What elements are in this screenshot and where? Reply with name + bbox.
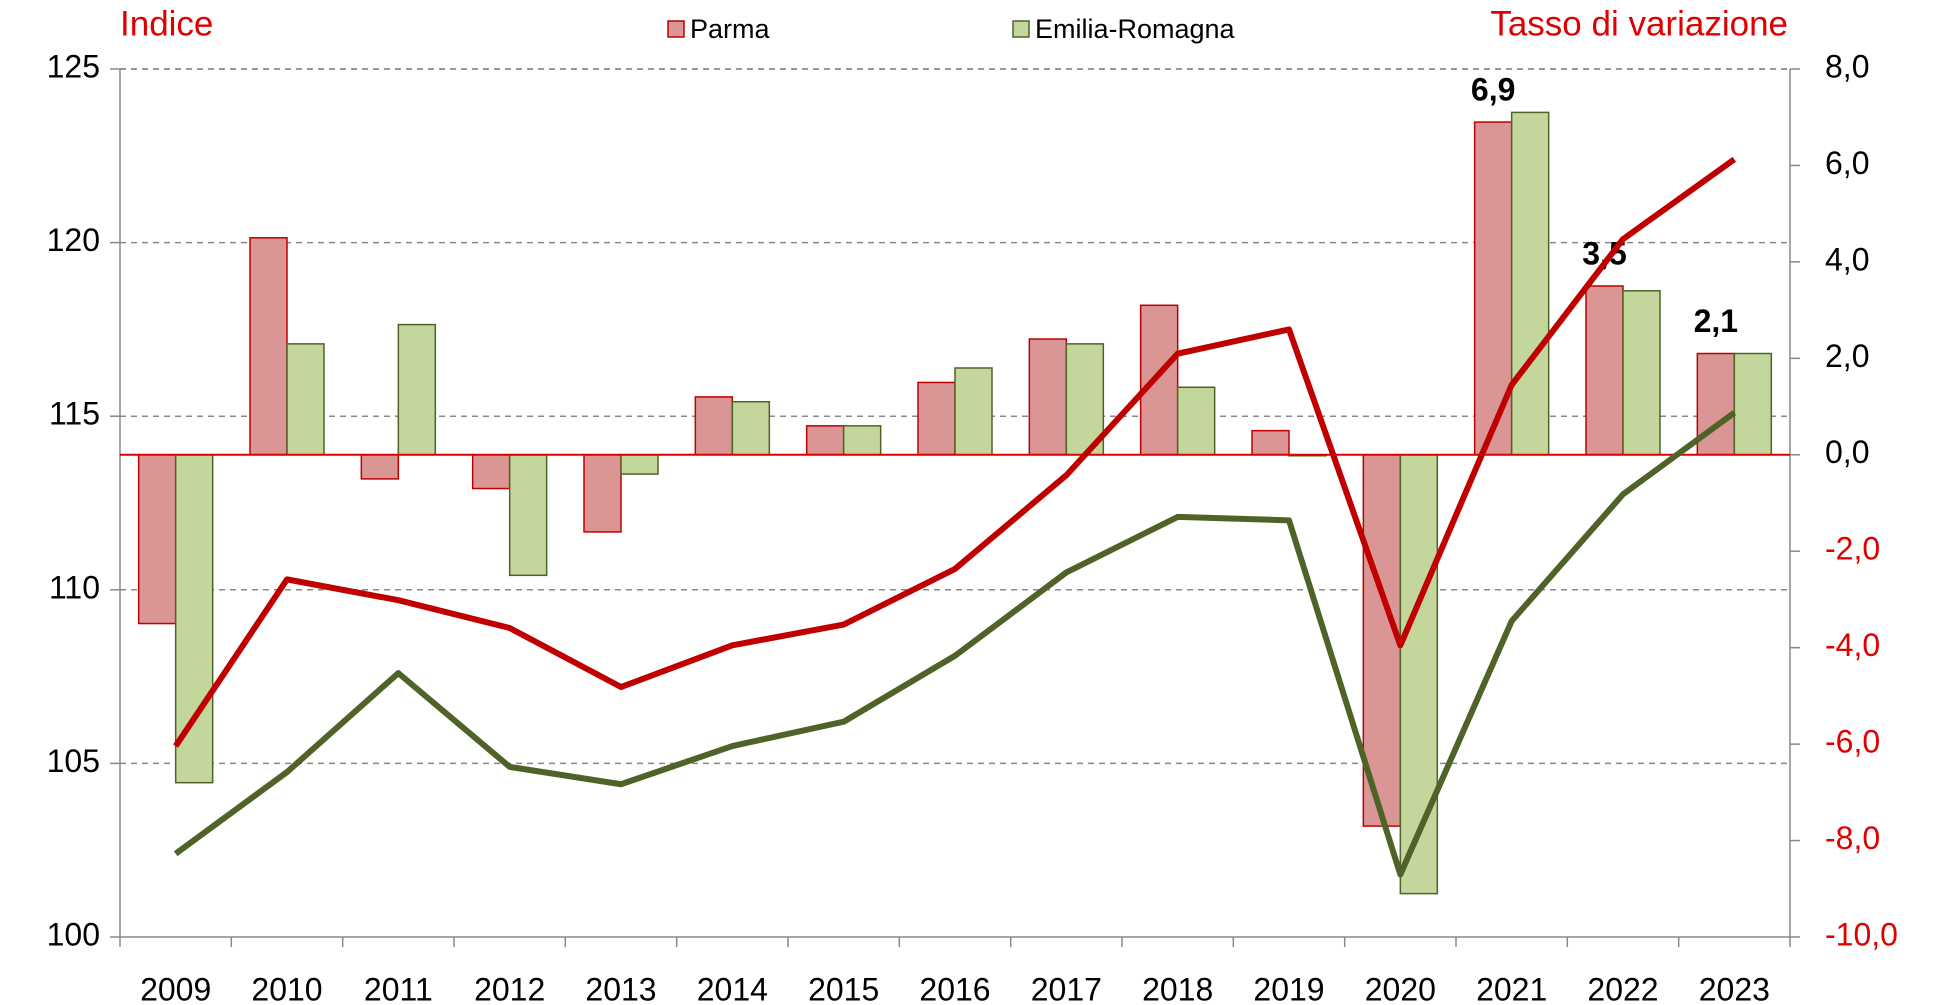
bar [1696, 352, 1736, 456]
bar [360, 454, 400, 480]
bar [805, 425, 845, 456]
x-tick-label: 2022 [1587, 971, 1658, 1005]
bar [731, 400, 771, 456]
x-tick-label: 2014 [697, 971, 768, 1005]
bar [1028, 338, 1068, 456]
y-tick-label: 100 [47, 916, 100, 952]
y2-tick-label: 8,0 [1825, 48, 1869, 84]
bar [842, 425, 882, 456]
bar [583, 454, 622, 533]
line [173, 156, 1737, 748]
bar [137, 454, 177, 625]
y2-tick-label: 6,0 [1825, 145, 1869, 181]
bar [508, 454, 548, 577]
bar [620, 454, 659, 475]
y2-tick-label: 2,0 [1825, 338, 1869, 374]
x-tick-label: 2018 [1142, 971, 1213, 1005]
bar [249, 237, 288, 456]
bar [954, 367, 993, 456]
bar [286, 343, 325, 456]
bar [694, 396, 734, 456]
bar [1622, 290, 1661, 456]
bar [471, 454, 511, 490]
legend-swatch [667, 20, 685, 38]
y-tick-label: 125 [47, 48, 100, 84]
bar [1251, 429, 1290, 456]
y2-tick-label: -4,0 [1825, 627, 1880, 663]
x-tick-label: 2019 [1253, 971, 1324, 1005]
x-tick-label: 2015 [808, 971, 879, 1005]
line [173, 410, 1737, 878]
bar [1733, 352, 1773, 456]
x-tick-label: 2009 [140, 971, 211, 1005]
bar [1585, 285, 1624, 456]
bar [1510, 111, 1550, 456]
y2-tick-label: -6,0 [1825, 724, 1880, 760]
x-tick-label: 2010 [251, 971, 322, 1005]
x-tick-label: 2021 [1476, 971, 1547, 1005]
bar [1362, 454, 1402, 827]
y2-tick-label: -10,0 [1825, 916, 1898, 952]
y-tick-label: 110 [49, 569, 100, 605]
y2-tick-label: -8,0 [1825, 820, 1880, 856]
y2-tick-label: 0,0 [1825, 434, 1869, 470]
bar [397, 323, 437, 456]
bar [917, 381, 956, 456]
x-tick-label: 2012 [474, 971, 545, 1005]
x-tick-label: 2017 [1031, 971, 1102, 1005]
y2-tick-label: 4,0 [1825, 241, 1869, 277]
x-tick-label: 2013 [585, 971, 656, 1005]
y-tick-label: 120 [47, 222, 100, 258]
bar [174, 454, 214, 784]
x-tick-label: 2023 [1699, 971, 1770, 1005]
x-tick-label: 2011 [364, 971, 433, 1005]
y2-axis-label: Tasso di variazione [1490, 4, 1788, 43]
x-tick-label: 2020 [1365, 971, 1436, 1005]
legend-label: Parma [690, 14, 771, 44]
y2-tick-label: -2,0 [1825, 531, 1880, 567]
legend-swatch [1012, 20, 1030, 38]
y-tick-label: 115 [49, 396, 100, 432]
bar [1065, 343, 1105, 456]
bar [1139, 304, 1179, 456]
x-tick-label: 2016 [919, 971, 990, 1005]
bar [1176, 386, 1216, 456]
data-label: 6,9 [1471, 71, 1515, 107]
data-label: 2,1 [1694, 303, 1738, 339]
y-axis-label: Indice [120, 4, 213, 43]
y-tick-label: 105 [47, 743, 100, 779]
legend-label: Emilia-Romagna [1035, 14, 1236, 44]
